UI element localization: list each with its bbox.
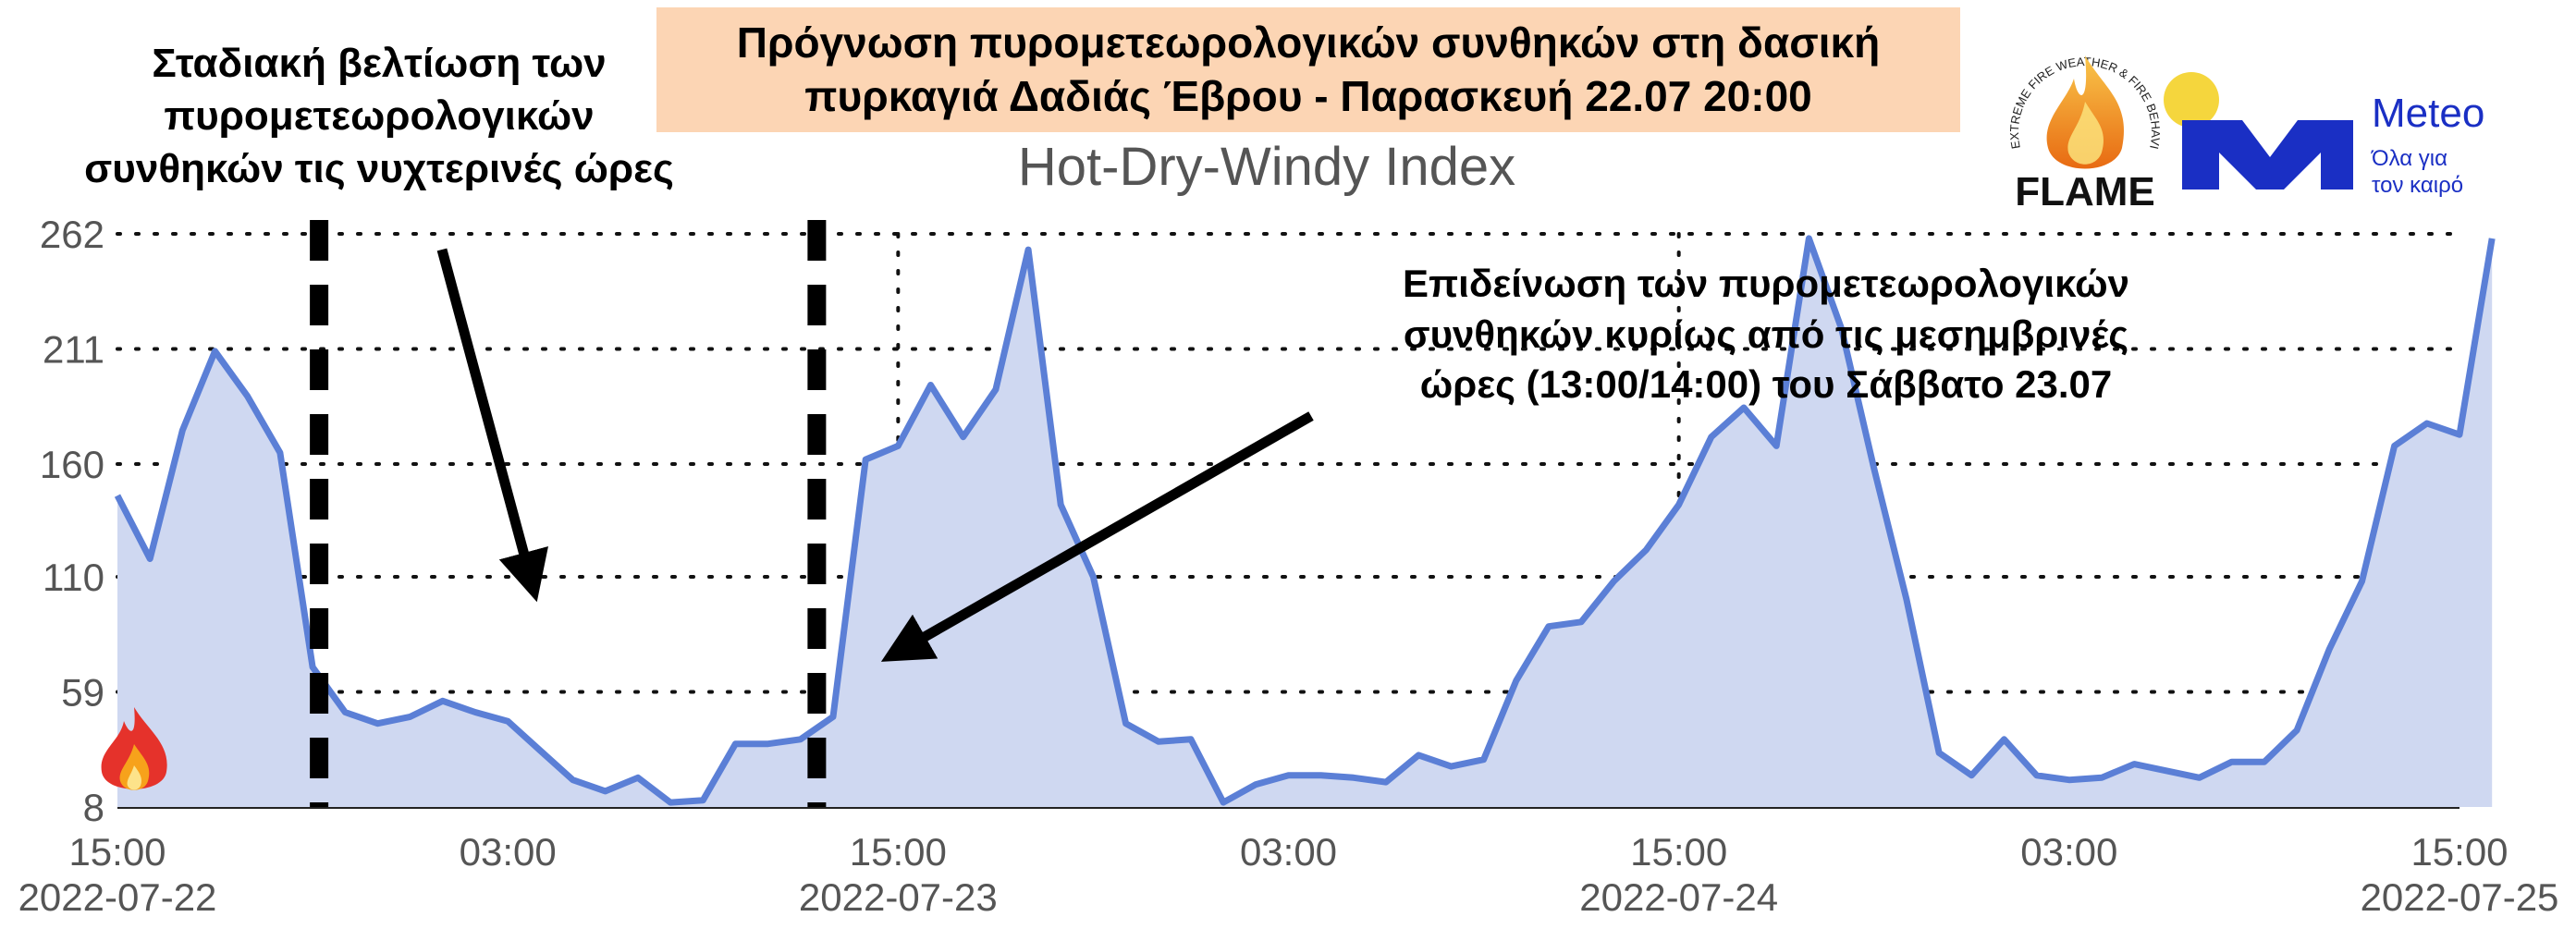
x-tick-date-6: 2022-07-25 bbox=[2361, 875, 2559, 919]
meteo-logo-icon bbox=[2164, 72, 2353, 189]
meteo-logo-tagline: Όλα για τον καιρό bbox=[2372, 146, 2463, 200]
y-tick-label-8: 8 bbox=[83, 786, 104, 829]
forecast-window-markers bbox=[310, 220, 827, 807]
flame-logo-icon: EXTREME FIRE WEATHER & FIRE BEHAVIOUR FL… bbox=[1993, 37, 2163, 213]
annotation-left-line-3: συνθηκών τις νυχτερινές ώρες bbox=[84, 146, 674, 192]
y-tick-label-110: 110 bbox=[43, 556, 104, 599]
x-tick-time-0: 15:00 bbox=[68, 830, 166, 874]
annotation-improvement: Σταδιακή βελτίωση των πυρομετεωρολογικών… bbox=[37, 37, 721, 196]
x-tick-time-5: 03:00 bbox=[2020, 830, 2117, 874]
y-tick-label-211: 211 bbox=[43, 327, 104, 371]
annotation-left-line-2: πυρομετεωρολογικών bbox=[164, 93, 595, 140]
annotation-left-line-1: Σταδιακή βελτίωση των bbox=[152, 41, 607, 86]
y-tick-label-160: 160 bbox=[40, 443, 104, 486]
meteo-tagline-line-2: τον καιρό bbox=[2372, 172, 2464, 198]
chart-series-layer bbox=[114, 235, 2496, 807]
annotation-right-line-2: συνθηκών κυρίως από τις μεσημβρινές bbox=[1403, 312, 2129, 356]
title-line-1: Πρόγνωση πυρομετεωρολογικών συνθηκών στη… bbox=[736, 18, 1881, 67]
chart-title: Hot-Dry-Windy Index bbox=[1018, 137, 1515, 197]
annotation-worsening: Επιδείνωση των πυρομετεωρολογικών συνθηκ… bbox=[1304, 259, 2228, 410]
meteo-logo-name: Meteo bbox=[2372, 91, 2485, 136]
x-tick-time-4: 15:00 bbox=[1630, 830, 1727, 874]
fire-icon bbox=[101, 707, 167, 790]
annotation-right-line-1: Επιδείνωση των πυρομετεωρολογικών bbox=[1403, 262, 2129, 305]
y-tick-label-59: 59 bbox=[61, 671, 104, 715]
x-tick-date-2: 2022-07-23 bbox=[799, 875, 998, 919]
series-area-fill bbox=[117, 238, 2493, 807]
x-tick-time-3: 03:00 bbox=[1240, 830, 1337, 874]
series-line bbox=[114, 235, 2496, 806]
annotation-arrows bbox=[436, 248, 1314, 662]
x-tick-time-2: 15:00 bbox=[850, 830, 947, 874]
meteo-tagline-line-1: Όλα για bbox=[2372, 146, 2447, 171]
x-tick-time-1: 03:00 bbox=[460, 830, 557, 874]
arrow-worsening bbox=[880, 411, 1314, 662]
y-tick-label-262: 262 bbox=[40, 213, 104, 256]
flame-logo-text: FLAME bbox=[2015, 169, 2155, 213]
x-tick-date-4: 2022-07-24 bbox=[1579, 875, 1778, 919]
annotation-right-line-3: ώρες (13:00/14:00) του Σάββατο 23.07 bbox=[1419, 362, 2113, 407]
x-tick-date-0: 2022-07-22 bbox=[18, 875, 217, 919]
arrow-improvement bbox=[436, 248, 548, 603]
title-banner: Πρόγνωση πυρομετεωρολογικών συνθηκών στη… bbox=[656, 7, 1960, 132]
x-tick-time-6: 15:00 bbox=[2410, 830, 2508, 874]
title-line-2: πυρκαγιά Δαδιάς Έβρου - Παρασκευή 22.07 … bbox=[804, 71, 1812, 120]
